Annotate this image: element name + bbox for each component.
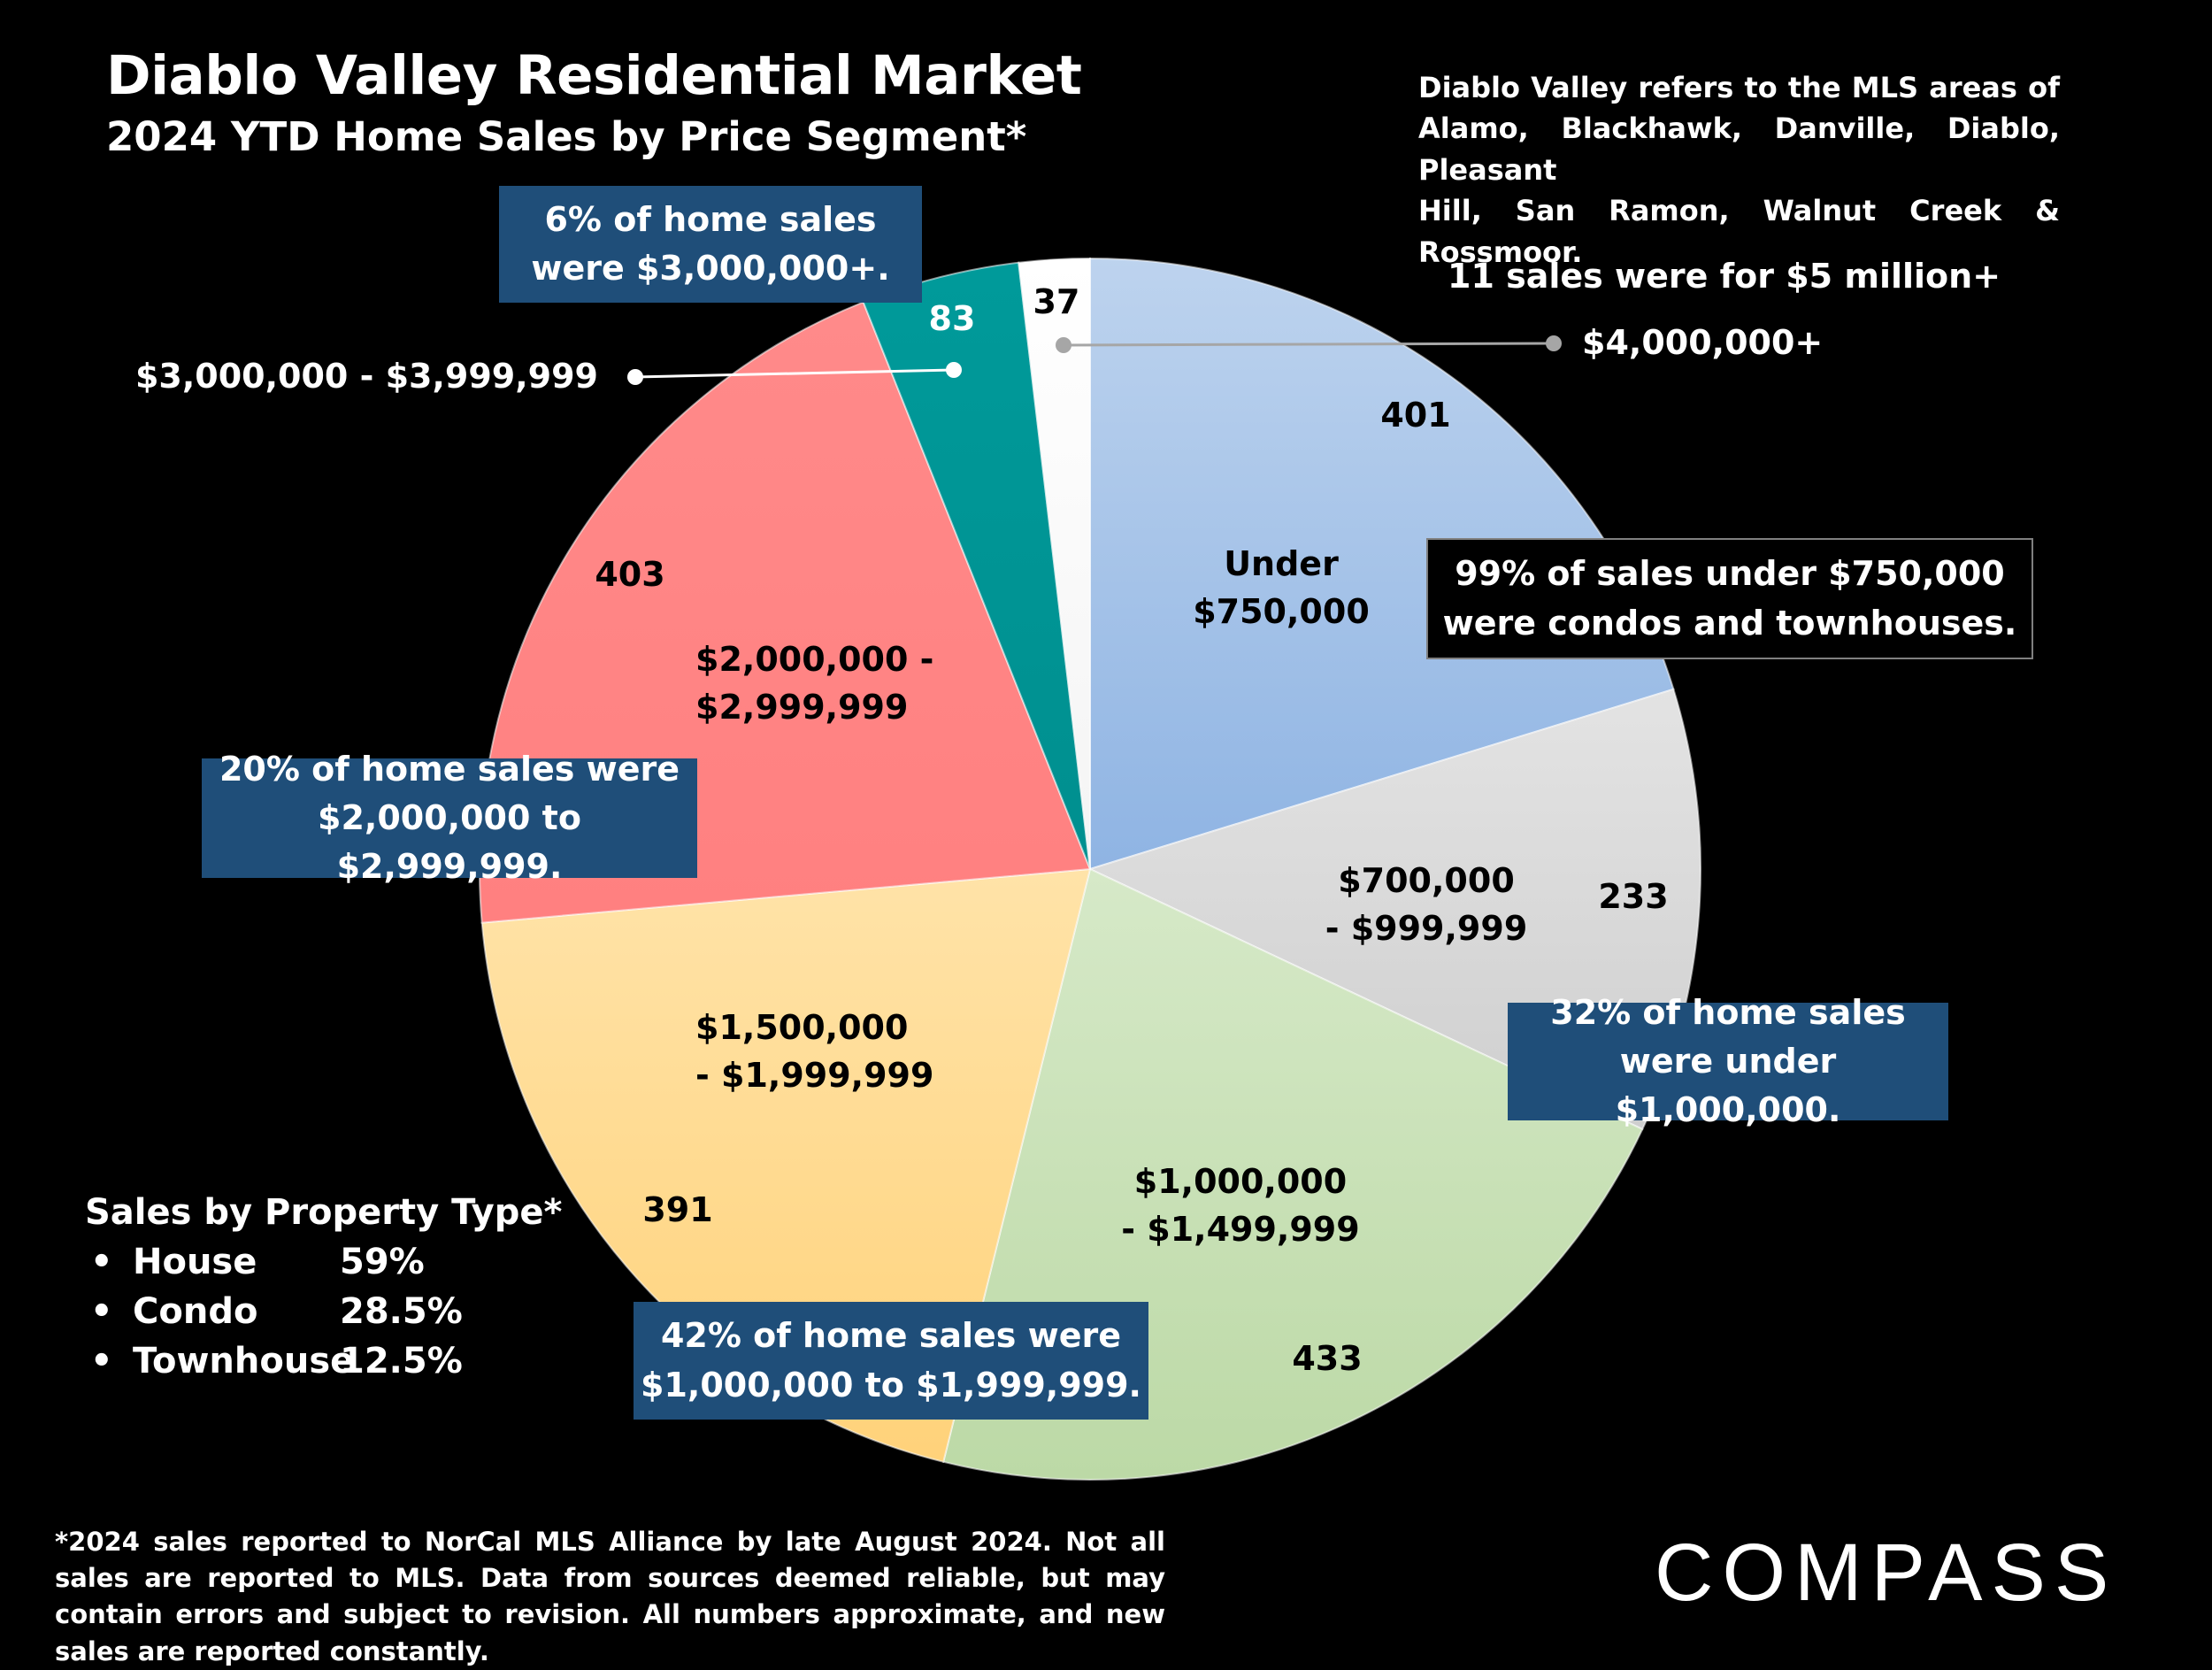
property-type-value: 59% — [340, 1242, 425, 1282]
area-note-line-1: Diablo Valley refers to the MLS areas of — [1418, 71, 2060, 104]
page-title: Diablo Valley Residential Market — [106, 44, 1082, 107]
leader-4m-dot — [1056, 337, 1071, 353]
footnote: *2024 sales reported to NorCal MLS Allia… — [55, 1527, 1165, 1666]
external-label-4m-plus: $4,000,000+ — [1582, 323, 1823, 362]
callout-over-3m-line-2: were $3,000,000+. — [531, 249, 890, 288]
five-million-note: 11 sales were for $5 million+ — [1448, 257, 2001, 296]
callout-under-1m-line-2: were under $1,000,000. — [1615, 1041, 1841, 1130]
property-type-row: • Condo 28.5% — [85, 1287, 562, 1336]
callout-condos-line-2: were condos and townhouses. — [1442, 603, 2017, 643]
callout-2m-3m-line-1: 20% of home sales were — [219, 749, 680, 789]
bullet: • — [90, 1291, 113, 1332]
callout-1m-2m: 42% of home sales were $1,000,000 to $1,9… — [634, 1302, 1148, 1420]
property-type-value: 28.5% — [340, 1291, 463, 1332]
callout-over-3m-line-1: 6% of home sales — [544, 199, 877, 239]
slice-category-label: $1,000,000- $1,499,999 — [1121, 1162, 1359, 1249]
property-type-row: • Townhouse 12.5% — [85, 1336, 562, 1386]
slice-value-label: 433 — [1292, 1339, 1362, 1378]
callout-1m-2m-line-2: $1,000,000 to $1,999,999. — [641, 1365, 1141, 1404]
slice-category-label: Under $750,000 — [1193, 544, 1370, 631]
callout-over-3m: 6% of home sales were $3,000,000+. — [499, 186, 922, 303]
leader-3m-dot — [627, 369, 643, 385]
leader-4m-dot — [1546, 335, 1562, 351]
property-type-name: House — [133, 1242, 257, 1282]
area-note-line-2: Alamo, Blackhawk, Danville, Diablo, Plea… — [1418, 112, 2060, 187]
callout-1m-2m-line-1: 42% of home sales were — [660, 1316, 1122, 1356]
property-type-name: Townhouse — [133, 1341, 355, 1381]
bullet: • — [90, 1242, 113, 1282]
property-type-name: Condo — [133, 1291, 258, 1332]
slice-category-label: $1,500,000- $1,999,999 — [695, 1008, 933, 1095]
slice-category-label: $700,000- $999,999 — [1325, 861, 1528, 948]
area-note-line-3: Hill, San Ramon, Walnut Creek & Rossmoor… — [1418, 194, 2060, 269]
slice-category-label: $2,000,000 -$2,999,999 — [695, 640, 933, 727]
callout-2m-3m-line-2: $2,000,000 to $2,999,999. — [318, 797, 581, 887]
bullet: • — [90, 1341, 113, 1381]
property-type-panel: Sales by Property Type* • House 59% • Co… — [85, 1188, 562, 1386]
slice-value-label: 233 — [1598, 877, 1668, 916]
slice-value-label: 403 — [595, 555, 664, 594]
external-label-3m-4m: $3,000,000 - $3,999,999 — [135, 357, 598, 396]
callout-condos-line-1: 99% of sales under $750,000 — [1455, 554, 2005, 594]
property-type-row: • House 59% — [85, 1237, 562, 1287]
compass-logo: COMPASS — [1655, 1528, 2118, 1618]
slice-value-label: 391 — [642, 1190, 712, 1229]
slice-value-label: 83 — [929, 299, 976, 338]
area-note: Diablo Valley refers to the MLS areas of… — [1418, 67, 2060, 273]
pie-slice — [1018, 257, 1091, 870]
slice-value-label: 37 — [1033, 282, 1080, 321]
leader-4m-line — [1063, 342, 1555, 347]
page-subtitle: 2024 YTD Home Sales by Price Segment* — [106, 113, 1027, 160]
slice-value-label: 401 — [1380, 396, 1450, 435]
callout-under-1m-line-1: 32% of home sales — [1550, 992, 1906, 1032]
callout-under-1m: 32% of home sales were under $1,000,000. — [1508, 993, 1948, 1129]
property-type-heading: Sales by Property Type* — [85, 1192, 563, 1233]
callout-2m-3m: 20% of home sales were $2,000,000 to $2,9… — [202, 750, 697, 886]
callout-condos: 99% of sales under $750,000 were condos a… — [1426, 538, 2033, 659]
leader-3m-line — [634, 368, 955, 379]
leader-3m-dot — [946, 362, 962, 378]
property-type-value: 12.5% — [340, 1341, 463, 1381]
